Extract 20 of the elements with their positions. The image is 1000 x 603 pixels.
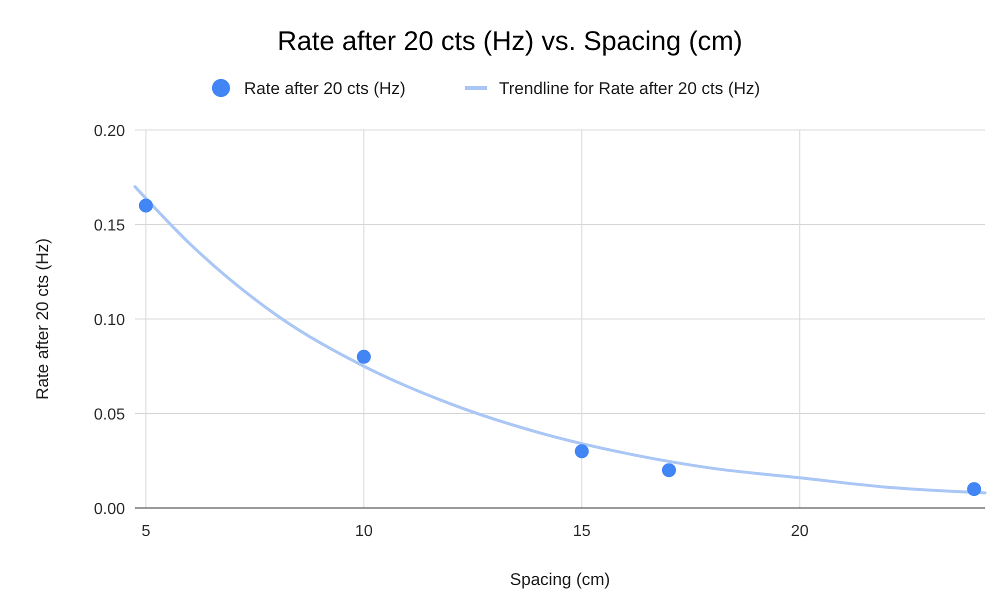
x-tick-label: 5	[141, 523, 150, 540]
legend-label: Trendline for Rate after 20 cts (Hz)	[499, 79, 760, 98]
y-tick-label: 0.15	[94, 218, 126, 234]
point	[967, 482, 982, 496]
y-tick-label: 0.20	[94, 123, 126, 140]
chart-title: Rate after 20 cts (Hz) vs. Spacing (cm)	[277, 26, 743, 56]
point	[138, 198, 153, 213]
x-axis-title: Spacing (cm)	[510, 570, 610, 589]
x-tick-label: 10	[354, 523, 373, 540]
point	[662, 463, 676, 478]
y-tick-label: 0.10	[94, 312, 126, 329]
point	[574, 444, 589, 458]
legend-label: Rate after 20 cts (Hz)	[244, 79, 406, 98]
point	[356, 350, 371, 364]
line-series	[134, 185, 986, 494]
y-tick-label: 0.00	[94, 501, 126, 518]
x-tick-label: 20	[790, 523, 809, 540]
x-tick-label: 15	[572, 523, 591, 540]
y-axis-title: Rate after 20 cts (Hz)	[33, 238, 52, 400]
y-tick-label: 0.05	[94, 406, 126, 424]
